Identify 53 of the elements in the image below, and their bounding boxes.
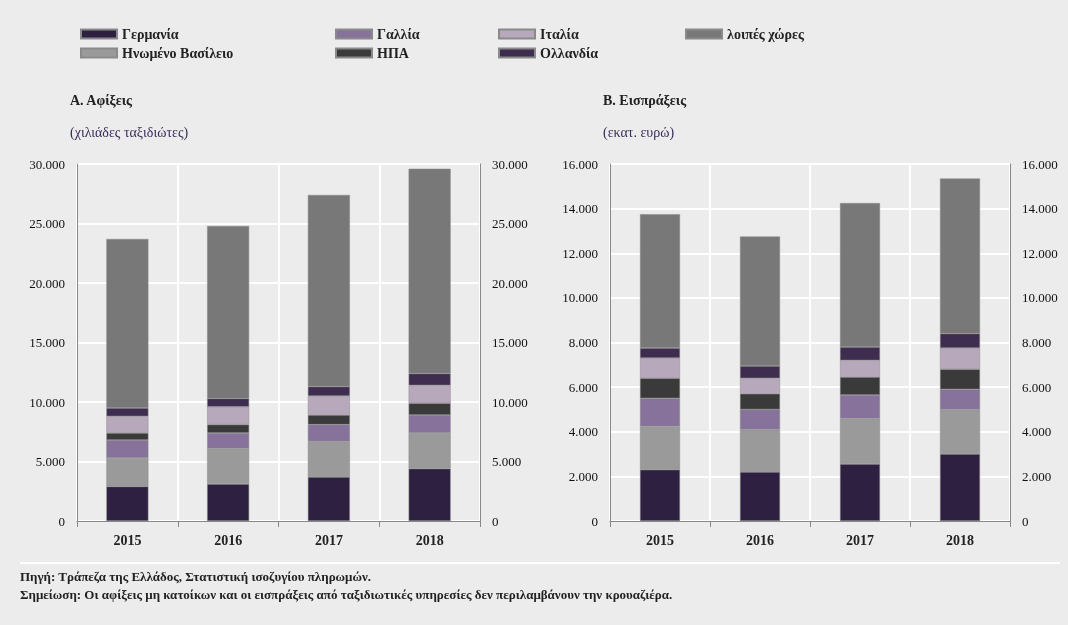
y2-tick-label: 12.000 — [1022, 245, 1058, 261]
y2-tick-label: 14.000 — [1022, 201, 1058, 217]
x-tick-label: 2018 — [946, 532, 974, 548]
x-tick-label: 2018 — [415, 532, 444, 548]
y2-tick-label: 10.000 — [492, 394, 528, 410]
chart-subtitle: (χιλιάδες ταξιδιώτες) — [70, 124, 189, 141]
y-tick-label: 25.000 — [29, 216, 65, 231]
y2-tick-label: 0 — [492, 513, 499, 529]
y-tick-label: 5.000 — [35, 454, 65, 469]
text: Πηγή: Τράπεζα της Ελλάδος, Στατιστική ισοζυγίου πληρωμών. — [20, 568, 373, 586]
y2-tick-label: 15.000 — [492, 335, 528, 350]
legend-label: Ηνωμένο Βασίλειο — [122, 45, 234, 61]
y2-tick-label: 10.000 — [1022, 290, 1058, 306]
y-tick-label: 6.000 — [568, 379, 598, 395]
y2-tick-label: 8.000 — [1022, 335, 1052, 350]
x-tick-label: 2017 — [846, 532, 874, 548]
chart-subtitle: (εκατ. ευρώ) — [603, 124, 675, 141]
chart-title: Α. Αφίξεις — [70, 92, 134, 108]
y-tick-label: 30.000 — [29, 156, 65, 172]
legend-label: Γερμανία — [122, 26, 179, 42]
y-tick-label: 16.000 — [562, 156, 598, 172]
y2-tick-label: 20.000 — [492, 275, 528, 291]
x-tick-label: 2016 — [746, 532, 774, 548]
x-tick-label: 2015 — [646, 532, 674, 548]
y-tick-label: 10.000 — [562, 290, 598, 306]
y2-tick-label: 6.000 — [1022, 379, 1052, 395]
x-tick-label: 2016 — [214, 532, 243, 548]
chart-title: Β. Εισπράξεις — [603, 92, 688, 108]
y-tick-label: 20.000 — [29, 275, 65, 291]
y-tick-label: 0 — [591, 513, 598, 529]
y2-tick-label: 25.000 — [492, 216, 528, 231]
legend-label: ΗΠΑ — [377, 45, 410, 61]
y-tick-label: 2.000 — [568, 468, 598, 484]
y2-tick-label: 16.000 — [1022, 156, 1058, 172]
legend-label: Ολλανδία — [540, 45, 599, 61]
y-tick-label: 8.000 — [568, 335, 598, 350]
y-tick-label: 15.000 — [29, 335, 65, 350]
legend-label: λοιπές χώρες — [727, 26, 806, 42]
y2-tick-label: 2.000 — [1022, 468, 1052, 484]
x-tick-label: 2015 — [113, 532, 142, 548]
y-tick-label: 12.000 — [562, 245, 598, 261]
y-tick-label: 0 — [58, 513, 65, 529]
y2-tick-label: 0 — [1022, 513, 1029, 529]
y-tick-label: 4.000 — [568, 424, 598, 440]
y2-tick-label: 5.000 — [492, 454, 522, 469]
legend-label: Ιταλία — [540, 26, 579, 42]
x-tick-label: 2017 — [314, 532, 343, 548]
legend-label: Γαλλία — [377, 26, 420, 42]
y-tick-label: 10.000 — [29, 394, 65, 410]
y2-tick-label: 30.000 — [492, 156, 528, 172]
y2-tick-label: 4.000 — [1022, 424, 1052, 440]
text: Σημείωση: Οι αφίξεις μη κατοίκων και οι εισπράξεις από ταξιδιωτικές υπηρεσίες δεν περιλαμβάνουν την κρουαζιέρα. — [20, 586, 674, 604]
y-tick-label: 14.000 — [562, 201, 598, 217]
